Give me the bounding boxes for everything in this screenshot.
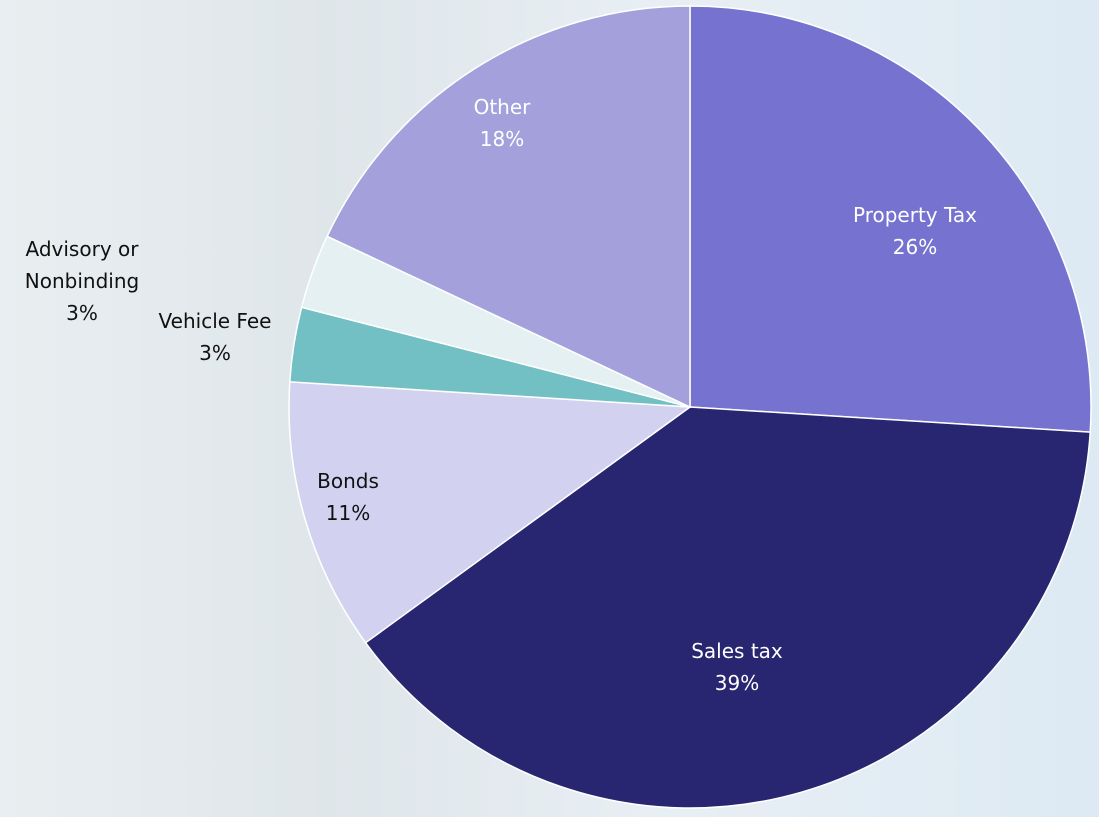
slice-label: Bonds 11% [288,465,408,529]
category-label: Vehicle Fee [158,309,272,333]
category-label: Advisory or Nonbinding [24,237,140,293]
pie-slice [364,406,1092,809]
value-label: 39% [714,671,760,695]
category-label: Property Tax [853,203,977,227]
category-label: Bonds [317,469,379,493]
value-label: 3% [199,341,231,365]
slice-label: Other 18% [442,91,562,155]
category-label: Sales tax [691,639,783,663]
value-label: 26% [892,235,938,259]
category-label: Other [473,95,531,119]
pie-slice [326,5,691,409]
slice-label: Property Tax 26% [805,199,1025,263]
value-label: 18% [479,127,525,151]
slice-label: Advisory or Nonbinding 3% [2,233,162,329]
pie-slice [689,5,1092,433]
value-label: 11% [325,501,371,525]
slice-label: Sales tax 39% [637,635,837,699]
value-label: 3% [66,301,98,325]
slice-label: Vehicle Fee 3% [135,305,295,369]
pie-slice [288,381,693,644]
